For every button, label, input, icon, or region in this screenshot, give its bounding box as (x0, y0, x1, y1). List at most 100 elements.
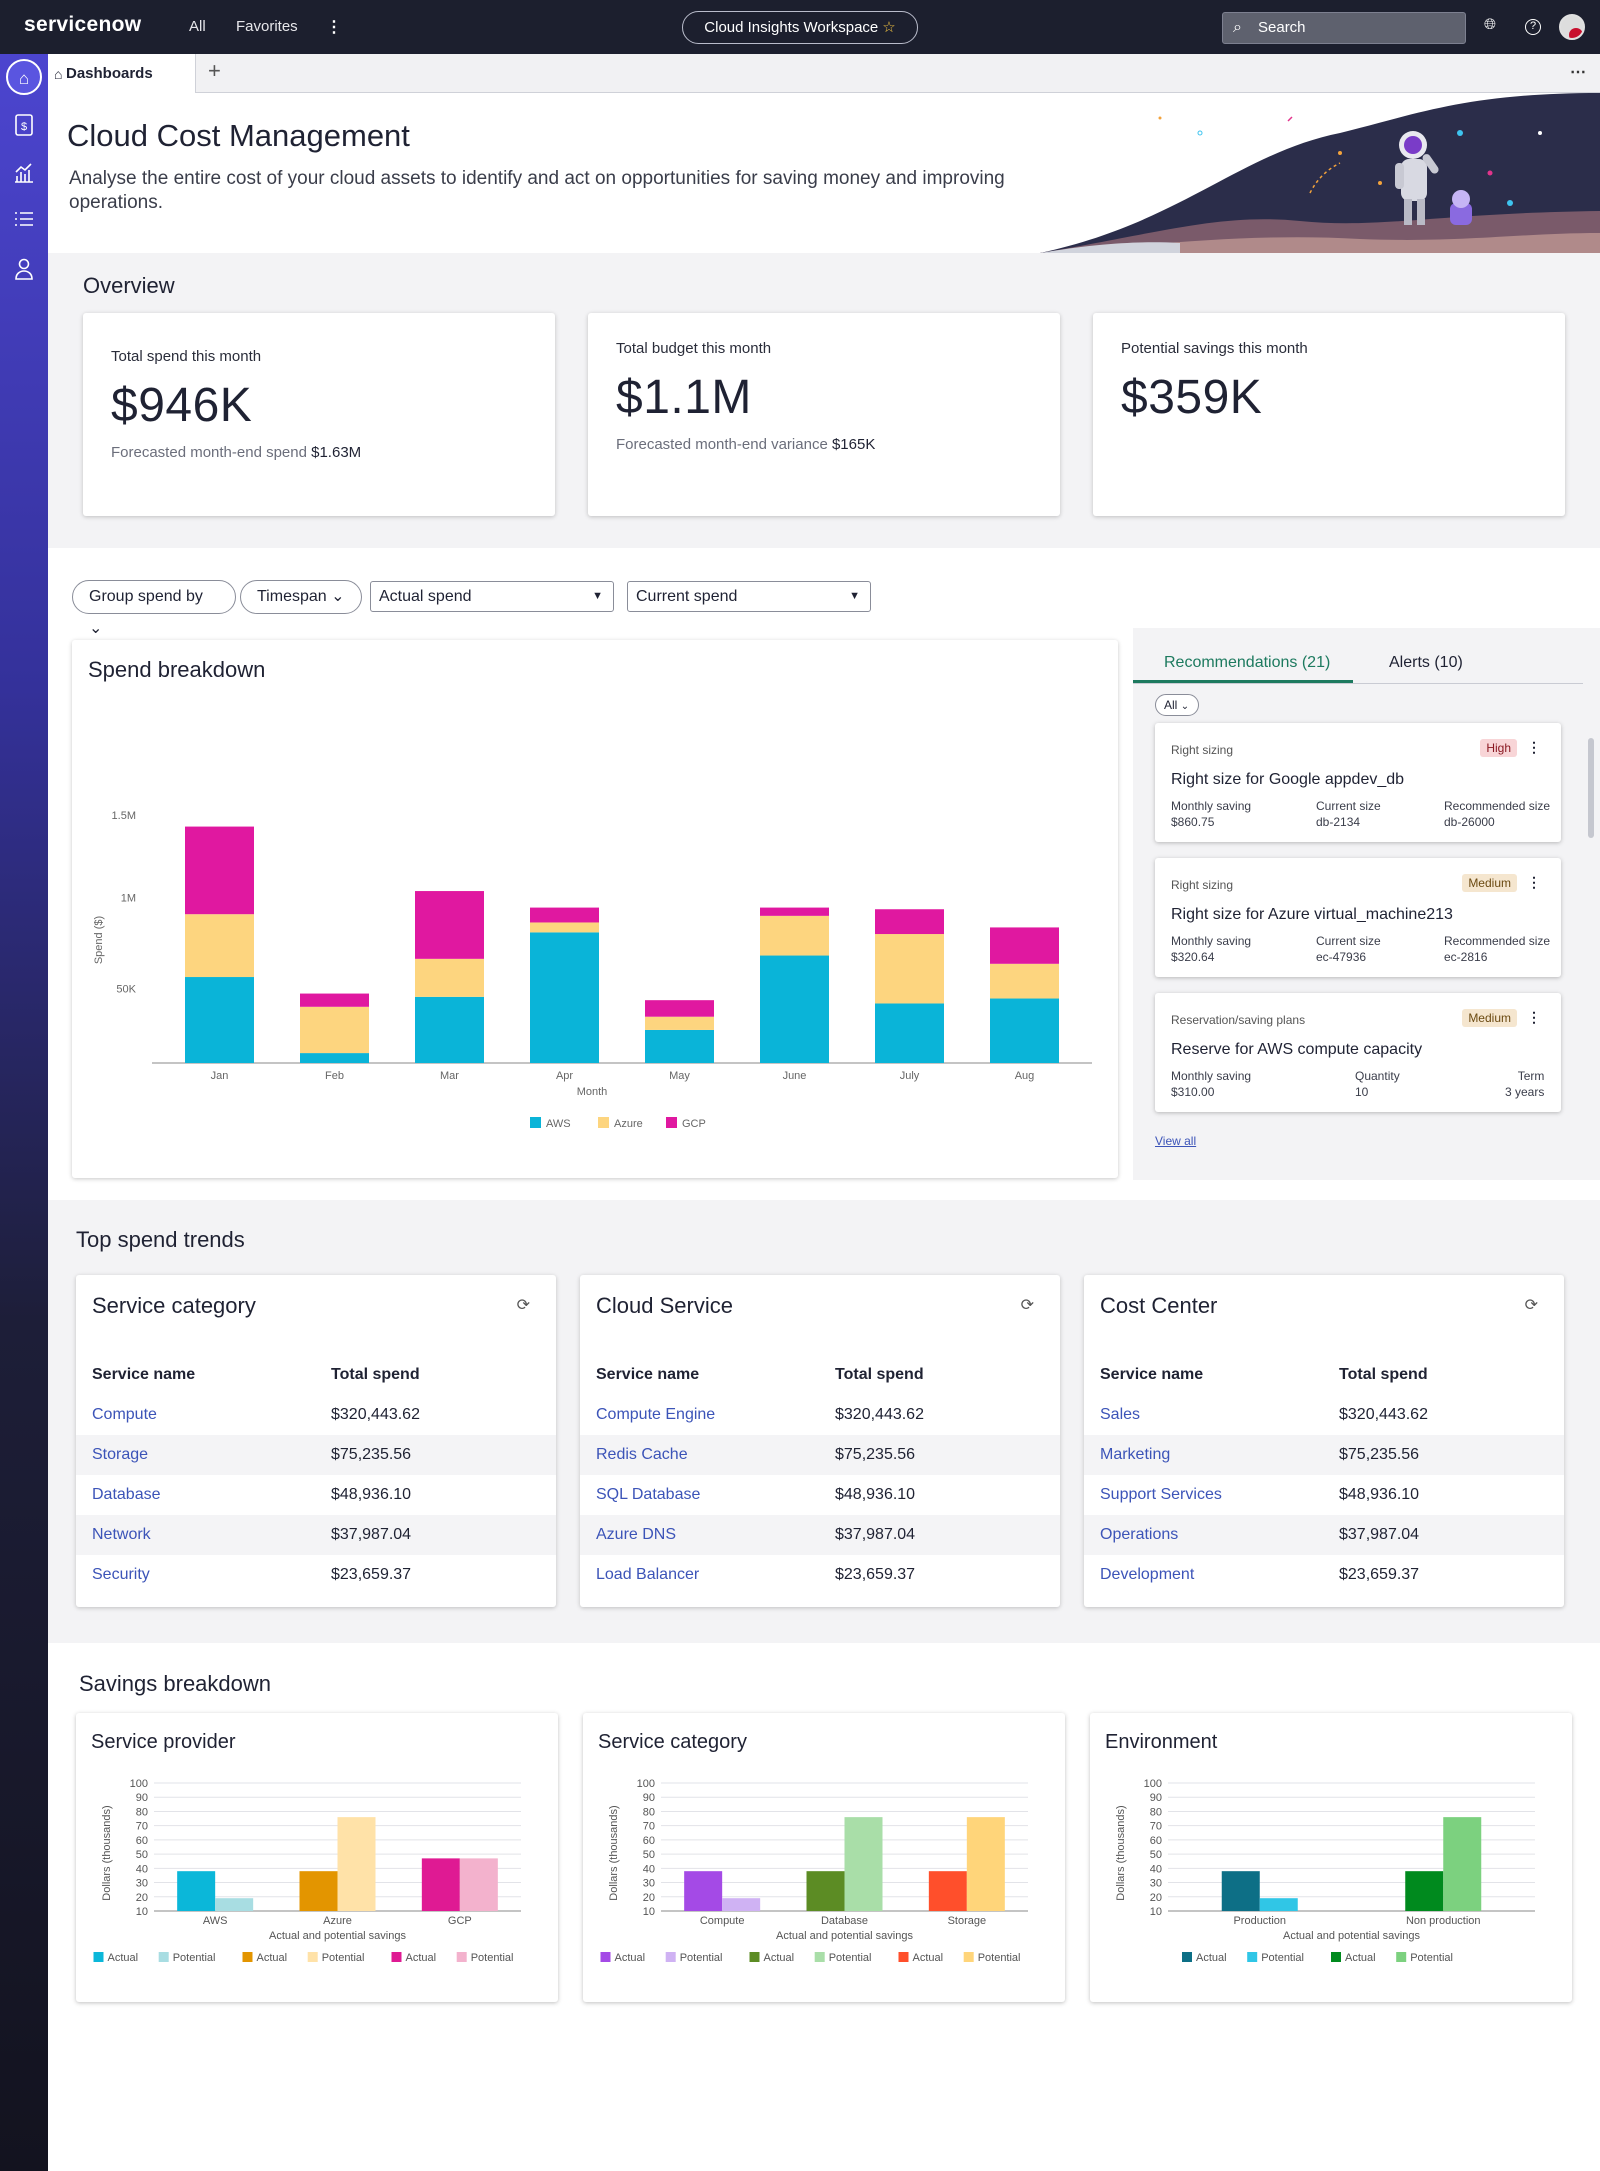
service-name-link[interactable]: Database (92, 1486, 161, 1503)
service-name-link[interactable]: Compute (92, 1406, 157, 1423)
favorites-menu[interactable]: Favorites (236, 18, 298, 35)
overview-section: Overview Total spend this month $946K Fo… (48, 253, 1600, 548)
total-spend-value: $23,659.37 (331, 1566, 412, 1583)
legend-label: Potential (978, 1952, 1021, 1964)
recommendation-category: Right sizing (1171, 743, 1234, 757)
field-monthly-saving: Monthly saving $860.75 (1171, 798, 1251, 830)
service-name-link[interactable]: Load Balancer (596, 1566, 700, 1583)
service-name-link[interactable]: Redis Cache (596, 1446, 688, 1463)
refresh-icon[interactable]: ⟳ (516, 1297, 530, 1314)
recommendation-card[interactable]: Right sizing Medium ⋮ Right size for Azu… (1155, 858, 1561, 977)
service-name-link[interactable]: Support Services (1100, 1486, 1222, 1503)
globe-icon[interactable]: 🌐︎ (1484, 16, 1497, 33)
x-tick-label: Jan (211, 1070, 229, 1082)
recommendation-card[interactable]: Right sizing High ⋮ Right size for Googl… (1155, 723, 1561, 842)
timespan-button[interactable]: Timespan ⌄ (240, 580, 362, 614)
home-icon[interactable]: ⌂ (6, 59, 42, 95)
legend-swatch (158, 1952, 169, 1962)
kebab-menu-icon[interactable]: ⋮ (1527, 739, 1541, 755)
billing-document-icon[interactable]: $ (12, 114, 36, 138)
y-tick-label: 10 (136, 1906, 148, 1918)
kpi-card-total-spend[interactable]: Total spend this month $946K Forecasted … (83, 313, 555, 516)
workspace-selector[interactable]: Cloud Insights Workspace ☆ (682, 11, 918, 44)
bar-potential (722, 1898, 761, 1911)
servicenow-logo[interactable]: servicenow (24, 13, 142, 36)
analytics-icon[interactable] (12, 162, 36, 186)
recommendation-filter[interactable]: All ⌄ (1155, 694, 1199, 716)
x-axis-label: Actual and potential savings (1283, 1930, 1420, 1942)
kpi-sub-value: $165K (831, 436, 876, 453)
legend-swatch (1396, 1952, 1407, 1962)
x-tick-label: Production (1233, 1915, 1286, 1927)
bar-segment-gcp (875, 909, 944, 935)
bar-potential (1259, 1898, 1298, 1911)
kebab-menu-icon[interactable]: ⋮ (1527, 1009, 1541, 1025)
total-spend-value: $48,936.10 (835, 1486, 916, 1503)
service-name-link[interactable]: Operations (1100, 1526, 1179, 1543)
service-name-link[interactable]: Storage (92, 1446, 149, 1463)
trend-card-title: Cloud Service (596, 1293, 733, 1318)
service-name-link[interactable]: Security (92, 1566, 150, 1583)
service-name-link[interactable]: Azure DNS (596, 1526, 677, 1543)
y-axis-label: Spend ($) (93, 916, 105, 964)
kpi-card-potential-savings[interactable]: Potential savings this month $359K (1093, 313, 1565, 516)
tab-recommendations[interactable]: Recommendations (21) (1164, 654, 1331, 671)
y-tick-label: 60 (643, 1835, 655, 1847)
trend-table-card: Cloud Service ⟳ Service name Total spend Com… (580, 1275, 1060, 1607)
bar-actual (806, 1871, 845, 1911)
service-name-link[interactable]: Marketing (1100, 1446, 1171, 1463)
field-value: $860.75 (1171, 815, 1215, 829)
search-placeholder: Search (1258, 19, 1306, 36)
kpi-label: Total budget this month (616, 340, 772, 357)
environment-chart: 10 20 30 40 50 60 70 80 90 100 Dollars (thousands)… (1115, 1778, 1535, 1964)
x-tick-label: Azure (323, 1915, 352, 1927)
legend-swatch (93, 1952, 104, 1962)
user-icon[interactable] (12, 258, 36, 282)
bar-actual (928, 1871, 967, 1911)
view-all-link[interactable]: View all (1155, 1134, 1197, 1148)
search-input[interactable]: ⌕ Search (1222, 12, 1466, 44)
legend-swatch (456, 1952, 467, 1962)
service-name-link[interactable]: Compute Engine (596, 1406, 716, 1423)
savings-card-service-provider: Service provider 10 20 30 40 50 60 70 80 90 100 Do… (76, 1713, 558, 2002)
kpi-card-total-budget[interactable]: Total budget this month $1.1M Forecasted… (588, 313, 1060, 516)
priority-badge: High (1480, 739, 1517, 757)
bar-segment-azure (990, 963, 1059, 999)
tab-dashboards[interactable]: ⌂ Dashboards (48, 54, 196, 93)
total-spend-value: $320,443.62 (331, 1406, 420, 1423)
refresh-icon[interactable]: ⟳ (1524, 1297, 1538, 1314)
actual-spend-select[interactable]: Actual spend ▼ (370, 581, 614, 612)
bar-potential (459, 1858, 498, 1911)
service-name-link[interactable]: Network (92, 1526, 151, 1543)
kebab-menu-icon[interactable]: ⋮ (1527, 874, 1541, 890)
user-avatar[interactable] (1559, 14, 1585, 40)
add-tab-icon[interactable]: + (208, 58, 221, 83)
help-icon[interactable]: ? (1525, 19, 1541, 35)
more-menu-icon[interactable]: ⋮ (326, 19, 342, 36)
group-spend-by-button[interactable]: Group spend by ⌄ (72, 580, 236, 637)
y-tick-label: 40 (643, 1863, 655, 1875)
more-tabs-icon[interactable]: ⋯ (1570, 64, 1586, 81)
tab-alerts[interactable]: Alerts (10) (1389, 654, 1463, 671)
all-menu[interactable]: All (189, 18, 206, 35)
kpi-value: $359K (1121, 371, 1263, 424)
field-term: Term 3 years (1505, 1068, 1544, 1100)
x-tick-label: Compute (700, 1915, 745, 1927)
y-tick-label: 40 (1150, 1863, 1162, 1875)
service-name-link[interactable]: Development (1100, 1566, 1195, 1583)
star-icon[interactable]: ☆ (882, 19, 896, 36)
table-row: Security $23,659.37 (76, 1555, 556, 1595)
field-value: ec-2816 (1444, 950, 1488, 964)
page-title: Cloud Cost Management (67, 118, 410, 153)
left-sidebar: ⌂ $ (0, 54, 48, 2171)
recommendation-card[interactable]: Reservation/saving plans Medium ⋮ Reserv… (1155, 993, 1561, 1112)
y-axis-label: Dollars (thousands) (101, 1805, 113, 1900)
service-provider-chart: 10 20 30 40 50 60 70 80 90 100 Dollars (thousands)… (93, 1778, 521, 1964)
service-name-link[interactable]: SQL Database (596, 1486, 701, 1503)
trend-card-title: Cost Center (1100, 1293, 1218, 1318)
refresh-icon[interactable]: ⟳ (1020, 1297, 1034, 1314)
list-icon[interactable] (12, 210, 36, 234)
current-spend-select[interactable]: Current spend ▼ (627, 581, 871, 612)
service-name-link[interactable]: Sales (1100, 1406, 1141, 1423)
scrollbar[interactable] (1588, 738, 1594, 838)
